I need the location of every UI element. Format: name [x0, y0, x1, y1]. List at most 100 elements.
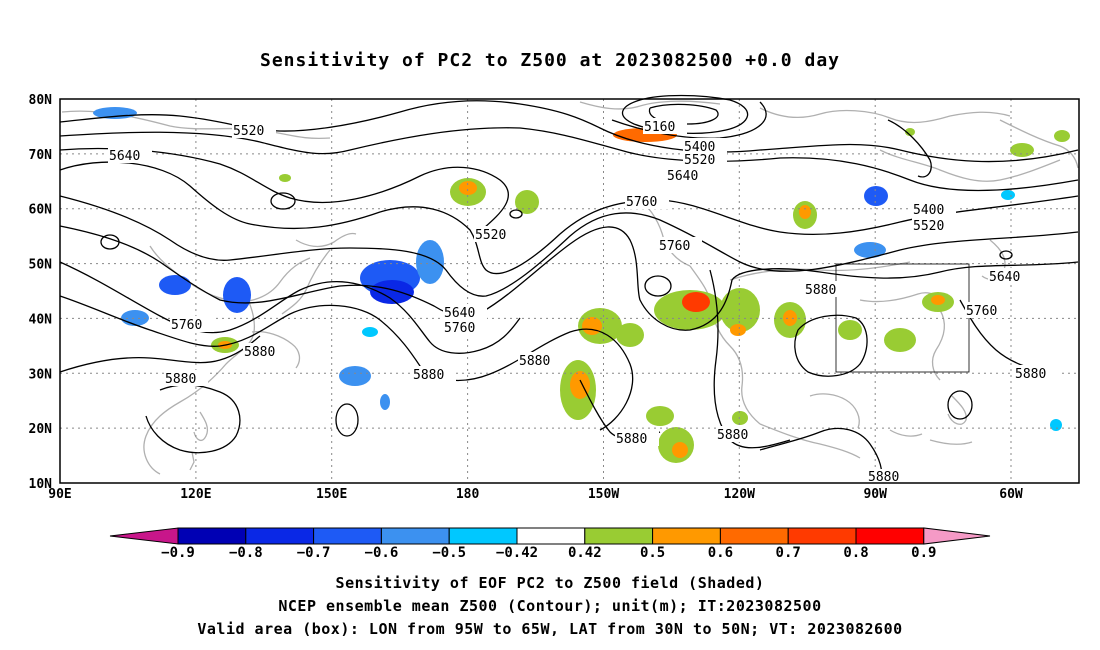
shade-pos: [459, 181, 477, 195]
grid-lines: [60, 99, 1079, 483]
contour-label-5640-d: 5640: [989, 270, 1020, 285]
map-title: Sensitivity of PC2 to Z500 at 2023082500…: [259, 50, 840, 71]
contour-label-5520-b: 5520: [233, 124, 264, 139]
shade-pos: [672, 442, 688, 458]
contour-label-5160: 5160: [644, 120, 675, 135]
map-frame: [59, 98, 1080, 484]
contour-label-5880-c: 5880: [413, 368, 444, 383]
shade-neg: [416, 240, 444, 284]
contour-label-5640: 5640: [667, 169, 698, 184]
shade-pos: [783, 310, 797, 326]
lat-label: 20N: [29, 422, 53, 437]
lon-label: 120W: [724, 487, 755, 502]
lat-label: 10N: [29, 477, 53, 492]
colorbar-segment: [855, 527, 925, 545]
lat-label: 60N: [29, 203, 53, 218]
shade-pos: [616, 323, 644, 347]
shade-pos: [582, 317, 602, 335]
contour-label-5640-b: 5640: [109, 149, 140, 164]
shade-pos: [799, 205, 811, 219]
colorbar-low-triangle: [109, 527, 179, 545]
lon-label: 90E: [48, 487, 71, 502]
lon-label: 180: [456, 487, 480, 502]
colorbar-segment: [719, 527, 789, 545]
colorbar-segment: [313, 527, 382, 545]
contour-label-5760: 5760: [626, 195, 657, 210]
contour-labels: 5160 5400 5520 5640 5760 5520 5640 5520 …: [108, 118, 1058, 485]
caption-shaded: Sensitivity of EOF PC2 to Z500 field (Sh…: [335, 574, 765, 592]
contour-label-5760-b: 5760: [444, 321, 475, 336]
contour-label-5880-g: 5880: [717, 428, 748, 443]
shade-pos: [1054, 130, 1070, 142]
colorbar-label: 0.42: [568, 545, 602, 561]
longitude-labels: 90E 120E 150E 180 150W 120W 90W 60W: [48, 487, 1023, 502]
colorbar-segment: [516, 527, 586, 545]
shade-pos: [732, 411, 748, 425]
shade-neg: [93, 107, 137, 119]
colorbar-high-triangle: [923, 527, 991, 545]
shade-neg: [1050, 419, 1062, 431]
shade-pos: [931, 295, 945, 305]
shade-pos: [838, 320, 862, 340]
lon-label: 150E: [316, 487, 347, 502]
shade-pos: [515, 190, 539, 214]
lat-label: 70N: [29, 148, 53, 163]
shaded-sensitivity: [93, 107, 1070, 463]
lat-label: 30N: [29, 367, 53, 382]
colorbar-label: 0.8: [843, 545, 868, 561]
lon-label: 90W: [863, 487, 887, 502]
colorbar: [109, 527, 991, 545]
colorbar-segment: [177, 527, 247, 545]
coastlines: [61, 100, 1079, 475]
lon-label: 150W: [588, 487, 619, 502]
lon-label: 120E: [180, 487, 211, 502]
shade-neg: [223, 277, 251, 313]
colorbar-segment: [584, 527, 654, 545]
shade-pos: [646, 406, 674, 426]
colorbar-label: −0.9: [161, 545, 195, 561]
latitude-labels: 80N 70N 60N 50N 40N 30N 20N 10N: [29, 93, 53, 492]
lat-label: 40N: [29, 312, 53, 327]
colorbar-label: −0.7: [297, 545, 331, 561]
shade-neg: [1001, 190, 1015, 200]
colorbar-label: 0.7: [776, 545, 801, 561]
contour-label-5760-d: 5760: [659, 239, 690, 254]
lat-label: 50N: [29, 258, 53, 273]
colorbar-segment: [787, 527, 857, 545]
shade-pos: [720, 288, 760, 332]
lon-label: 60W: [999, 487, 1023, 502]
shade-neg: [380, 394, 390, 410]
shade-neg: [854, 242, 886, 258]
lat-label: 80N: [29, 93, 53, 108]
shade-neg: [339, 366, 371, 386]
contour-label-5640-c: 5640: [444, 306, 475, 321]
contour-label-5520-c: 5520: [475, 228, 506, 243]
shade-pos: [279, 174, 291, 182]
contour-label-5400-b: 5400: [913, 203, 944, 218]
contour-label-5880-f: 5880: [616, 432, 647, 447]
colorbar-label: −0.5: [432, 545, 466, 561]
caption-valid-area: Valid area (box): LON from 95W to 65W, L…: [197, 620, 903, 638]
z500-contours: [59, 94, 1079, 481]
shade-pos: [682, 292, 710, 312]
contour-label-5760-e: 5760: [966, 304, 997, 319]
colorbar-segment: [380, 527, 450, 545]
contour-label-5880-i: 5880: [1015, 367, 1046, 382]
colorbar-segment: [245, 527, 315, 545]
shade-pos: [570, 371, 590, 399]
colorbar-segment: [448, 527, 518, 545]
contour-label-5880-h: 5880: [868, 470, 899, 485]
contour-label-5520: 5520: [684, 153, 715, 168]
contour-label-5880-e: 5880: [805, 283, 836, 298]
contour-label-5880: 5880: [244, 345, 275, 360]
shade-pos: [884, 328, 916, 352]
contour-label-5880-d: 5880: [519, 354, 550, 369]
colorbar-label: 0.5: [640, 545, 665, 561]
colorbar-segment: [652, 527, 721, 545]
caption-contour: NCEP ensemble mean Z500 (Contour); unit(…: [278, 597, 822, 615]
shade-neg: [362, 327, 378, 337]
colorbar-label: −0.6: [365, 545, 399, 561]
contour-label-5880-b: 5880: [165, 372, 196, 387]
colorbar-label: −0.42: [496, 545, 538, 561]
